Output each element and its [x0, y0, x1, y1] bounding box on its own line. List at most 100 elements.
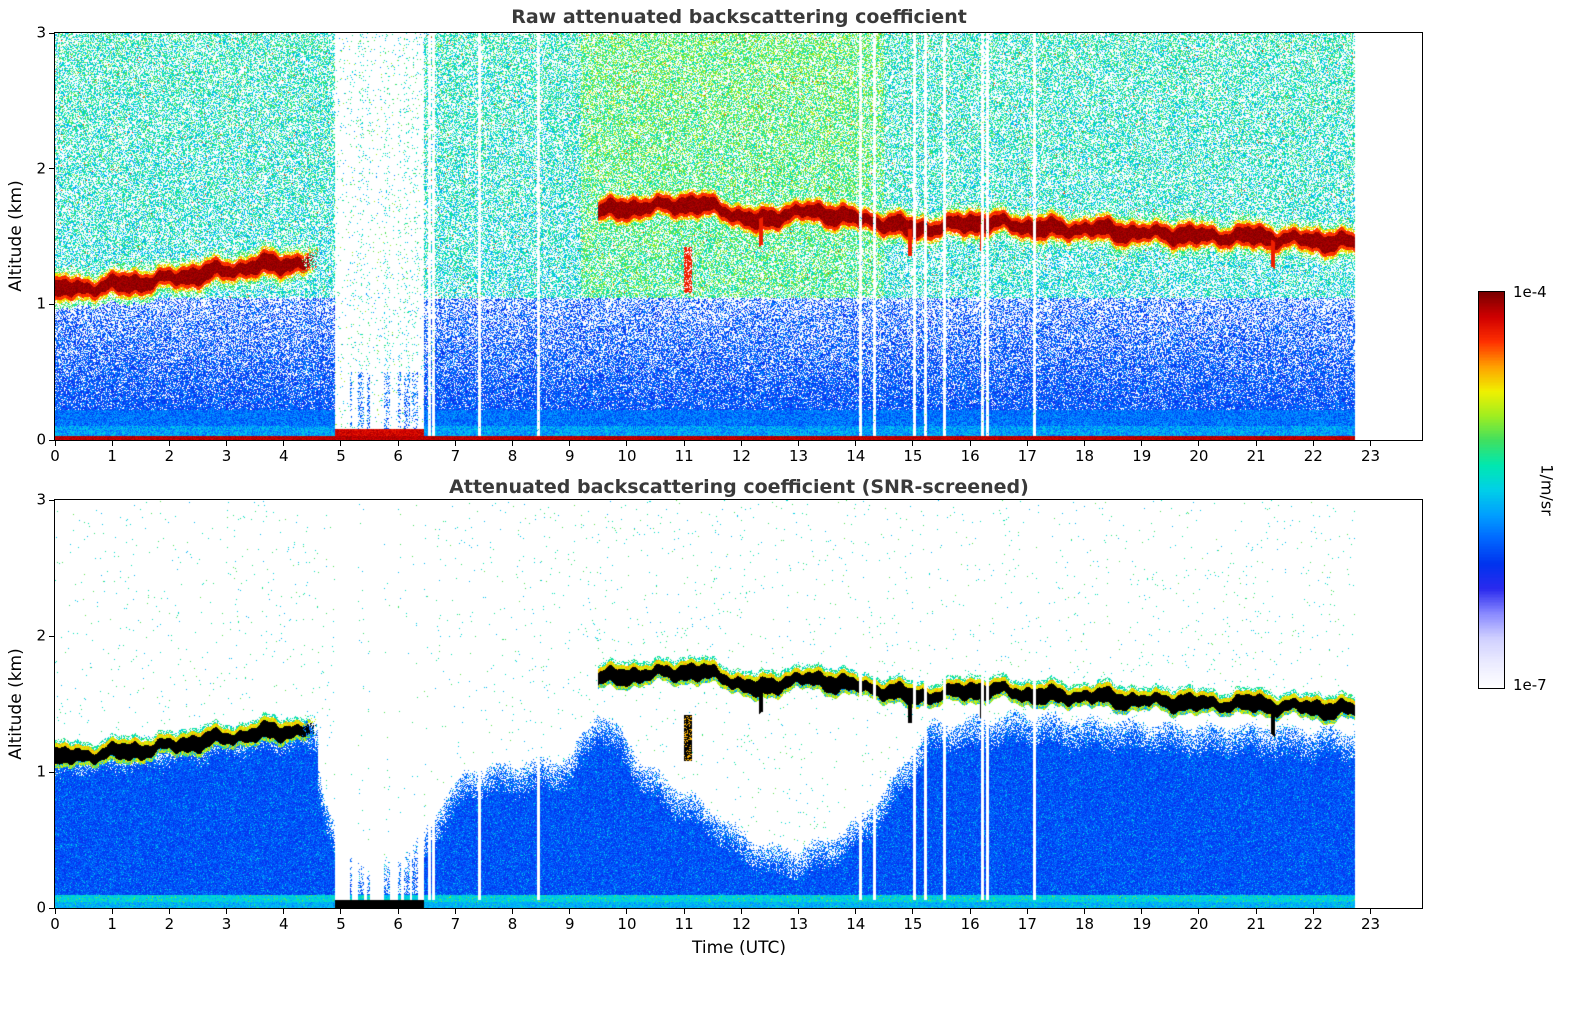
x-tick-mark [1312, 441, 1314, 446]
x-tick-mark [283, 441, 285, 446]
x-tick-label: 1 [107, 447, 117, 465]
x-tick-mark [454, 909, 456, 914]
x-tick-label: 8 [507, 915, 518, 933]
y-tick-label: 0 [36, 430, 46, 449]
y-tick-label: 0 [36, 898, 46, 917]
x-tick-label: 4 [279, 447, 289, 465]
x-tick-mark [226, 441, 228, 446]
x-tick-mark [1198, 441, 1200, 446]
x-tick-mark [1084, 909, 1086, 914]
x-tick-label: 15 [903, 447, 923, 465]
x-tick-label: 12 [731, 915, 751, 933]
x-tick-label: 23 [1360, 915, 1381, 933]
x-tick-label: 15 [903, 915, 923, 933]
x-tick-mark [168, 909, 170, 914]
x-tick-mark [1026, 909, 1028, 914]
x-tick-label: 19 [1132, 915, 1152, 933]
y-tick-mark [49, 771, 54, 773]
x-tick-mark [626, 909, 628, 914]
x-tick-label: 20 [1189, 915, 1209, 933]
x-tick-label: 17 [1017, 447, 1037, 465]
x-tick-mark [798, 441, 800, 446]
x-tick-label: 16 [960, 915, 980, 933]
x-tick-label: 18 [1074, 447, 1095, 465]
y-tick-label: 1 [36, 762, 46, 781]
x-tick-label: 11 [674, 915, 694, 933]
x-tick-mark [454, 441, 456, 446]
x-tick-mark [740, 441, 742, 446]
x-tick-mark [397, 441, 399, 446]
x-tick-label: 17 [1017, 915, 1037, 933]
x-tick-mark [740, 909, 742, 914]
x-tick-label: 9 [564, 915, 575, 933]
x-tick-mark [340, 441, 342, 446]
panel-title-raw: Raw attenuated backscattering coefficien… [511, 6, 967, 28]
x-tick-mark [626, 441, 628, 446]
x-tick-mark [798, 909, 800, 914]
heatmap-canvas-screened [55, 500, 1422, 908]
y-tick-label: 2 [36, 159, 46, 178]
y-tick-mark [49, 635, 54, 637]
x-tick-mark [1084, 441, 1086, 446]
x-tick-label: 5 [336, 915, 346, 933]
x-tick-mark [283, 909, 285, 914]
x-tick-mark [54, 909, 56, 914]
x-tick-label: 21 [1246, 915, 1266, 933]
y-tick-mark [49, 32, 54, 34]
y-tick-label: 3 [36, 490, 46, 509]
panel-title-screened: Attenuated backscattering coefficient (S… [449, 476, 1029, 498]
x-tick-label: 22 [1303, 447, 1323, 465]
x-tick-mark [569, 441, 571, 446]
plot-frame-raw [54, 32, 1423, 441]
x-tick-label: 12 [731, 447, 751, 465]
x-tick-label: 0 [50, 447, 60, 465]
x-tick-mark [111, 909, 113, 914]
colorbar-min-label: 1e-7 [1513, 676, 1547, 694]
y-tick-mark [49, 907, 54, 909]
y-tick-label: 2 [36, 626, 46, 645]
x-tick-mark [683, 909, 685, 914]
x-tick-label: 8 [507, 447, 518, 465]
x-tick-mark [1141, 909, 1143, 914]
x-tick-label: 5 [336, 447, 346, 465]
x-tick-label: 21 [1246, 447, 1266, 465]
heatmap-canvas-raw [55, 33, 1422, 440]
x-tick-label: 11 [674, 447, 694, 465]
y-tick-mark [49, 168, 54, 170]
x-tick-mark [969, 441, 971, 446]
x-tick-label: 10 [617, 915, 637, 933]
x-tick-label: 22 [1303, 915, 1323, 933]
x-tick-mark [912, 441, 914, 446]
x-tick-label: 19 [1132, 447, 1152, 465]
x-tick-mark [512, 441, 514, 446]
x-tick-mark [397, 909, 399, 914]
colorbar [1478, 291, 1505, 689]
x-tick-label: 10 [617, 447, 637, 465]
y-tick-label: 3 [36, 23, 46, 42]
x-tick-mark [1370, 441, 1372, 446]
x-tick-label: 3 [221, 915, 232, 933]
x-tick-mark [855, 441, 857, 446]
x-tick-mark [512, 909, 514, 914]
x-axis-label: Time (UTC) [692, 938, 786, 958]
x-tick-label: 13 [789, 447, 809, 465]
x-tick-mark [1255, 441, 1257, 446]
x-tick-label: 0 [50, 915, 60, 933]
x-tick-label: 1 [107, 915, 117, 933]
x-tick-mark [54, 441, 56, 446]
x-tick-mark [340, 909, 342, 914]
x-tick-label: 2 [164, 447, 175, 465]
x-tick-mark [569, 909, 571, 914]
colorbar-gradient [1479, 292, 1504, 688]
x-tick-label: 6 [393, 447, 403, 465]
y-axis-label-raw: Altitude (km) [6, 180, 26, 292]
x-tick-label: 13 [789, 915, 809, 933]
x-tick-label: 2 [164, 915, 175, 933]
y-axis-label-screened: Altitude (km) [6, 648, 26, 760]
x-tick-mark [1198, 909, 1200, 914]
y-tick-mark [49, 303, 54, 305]
x-tick-mark [111, 441, 113, 446]
x-tick-mark [912, 909, 914, 914]
plot-frame-screened [54, 499, 1423, 909]
